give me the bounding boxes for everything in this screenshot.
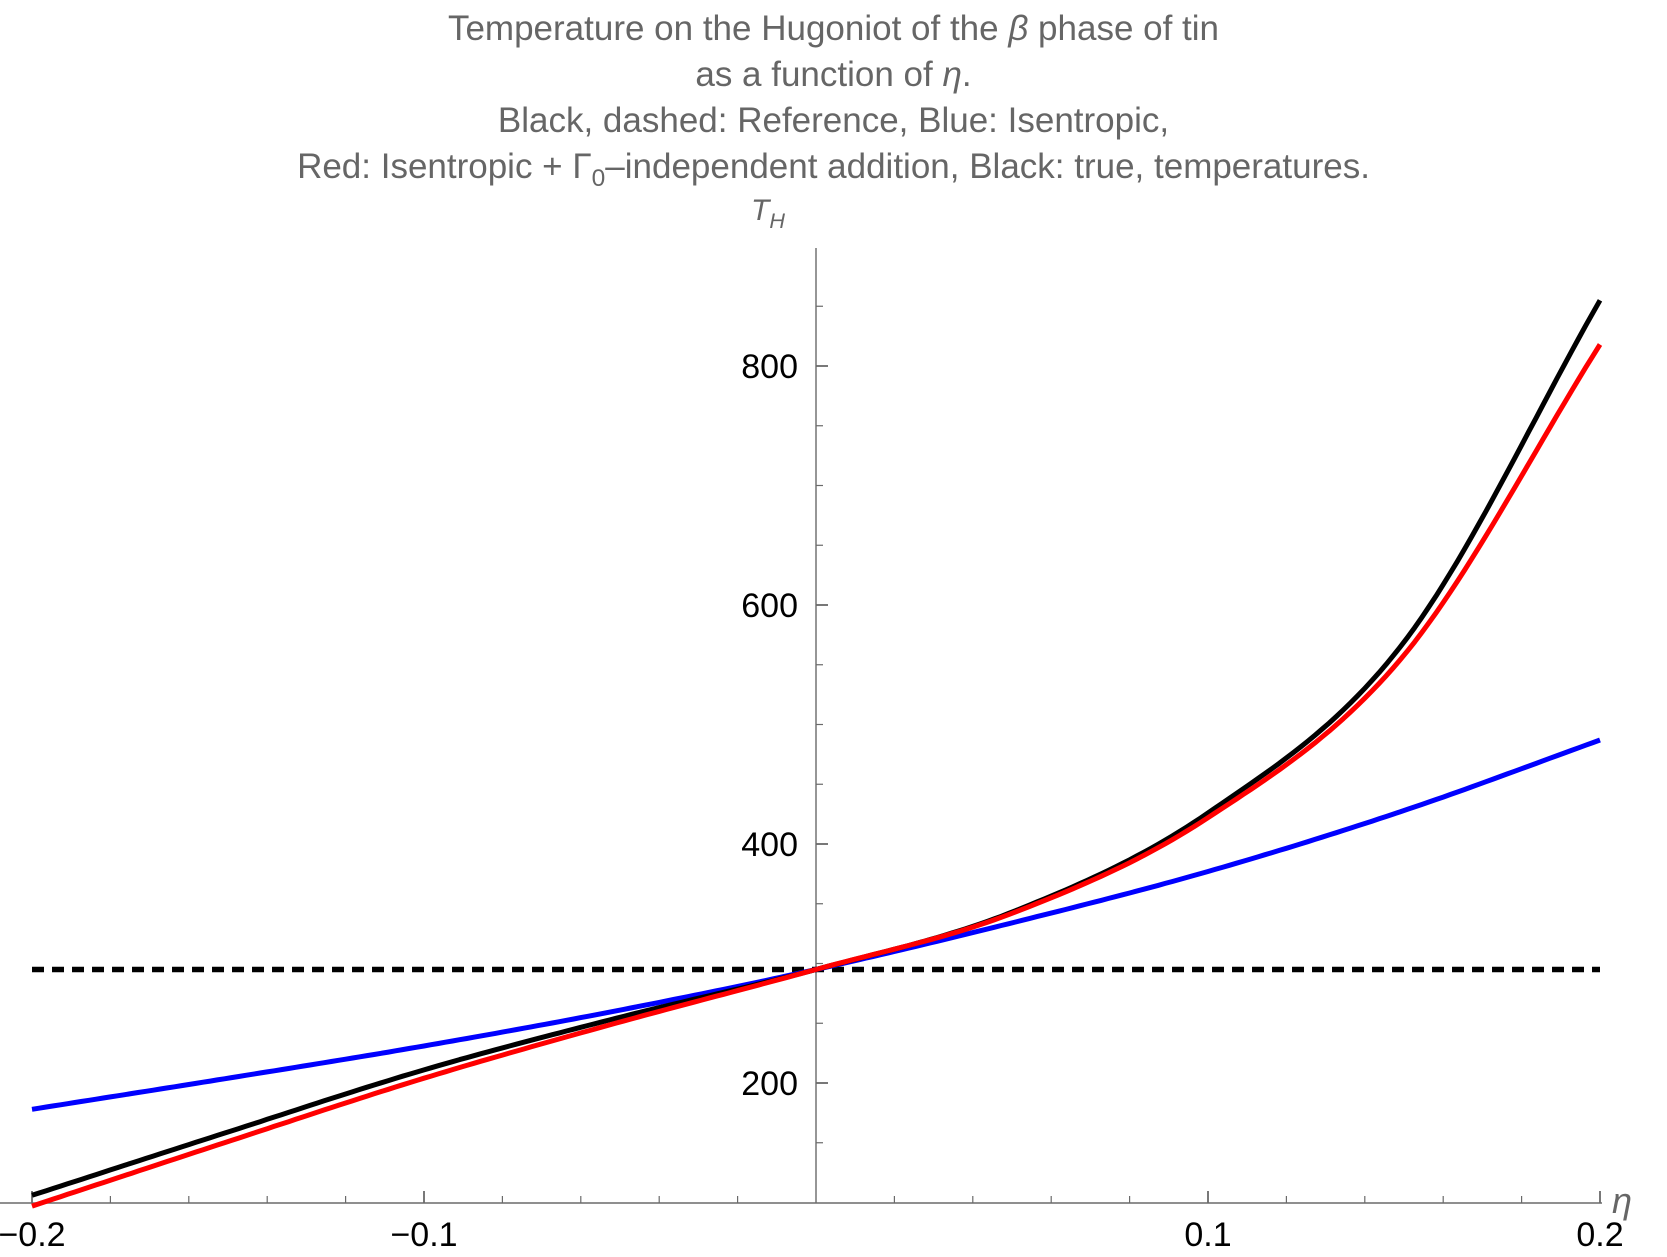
- title-line-4: Red: Isentropic + Γ0–independent additio…: [0, 144, 1667, 202]
- x-tick-label: −0.1: [390, 1216, 457, 1254]
- curve-isentropic-0-independent-addition: [31, 343, 1603, 1209]
- tick-labels-group: −0.2 −0.1 0.1 0.2 200 400 600 800: [0, 348, 1624, 1254]
- title-segment: –independent addition, Black: true, temp…: [605, 147, 1370, 186]
- title-segment: phase of tin: [1028, 9, 1220, 48]
- title-segment: Temperature on the Hugoniot of the: [447, 9, 1009, 48]
- title-segment: as a function of: [695, 55, 943, 94]
- y-axis-label-th-segment: H: [769, 208, 785, 233]
- y-tick-label: 800: [741, 348, 798, 386]
- axes-group: [0, 248, 1602, 1204]
- title-segment: Γ: [572, 147, 592, 186]
- x-axis-label-eta-segment: η: [1612, 1180, 1632, 1221]
- y-axis-label-th: TH: [751, 194, 785, 233]
- y-tick-label: 600: [741, 587, 798, 625]
- x-tick-label: 0.1: [1184, 1216, 1231, 1254]
- title-segment: .: [961, 55, 972, 94]
- title-segment: 0: [591, 165, 606, 192]
- title-segment: Red: Isentropic +: [297, 147, 573, 186]
- y-tick-label: 400: [741, 826, 798, 864]
- series-group: [31, 299, 1603, 1209]
- plot-title: Temperature on the Hugoniot of the β pha…: [0, 6, 1667, 202]
- title-line-1: Temperature on the Hugoniot of the β pha…: [0, 6, 1667, 52]
- y-tick-label: 200: [741, 1065, 798, 1103]
- x-axis-label-eta: η: [1612, 1180, 1632, 1221]
- axis-labels-group: THη: [751, 194, 1632, 1221]
- title-segment: β: [1008, 9, 1029, 48]
- ticks-group: [31, 305, 1601, 1203]
- title-segment: η: [942, 55, 962, 94]
- y-axis-label-th-segment: T: [751, 194, 772, 227]
- title-segment: Black, dashed: Reference, Blue: Isentrop…: [497, 101, 1170, 140]
- title-line-2: as a function of η.: [0, 52, 1667, 98]
- title-line-3: Black, dashed: Reference, Blue: Isentrop…: [0, 98, 1667, 144]
- x-tick-label: −0.2: [0, 1216, 66, 1254]
- x-tick-label: 0.2: [1576, 1216, 1623, 1254]
